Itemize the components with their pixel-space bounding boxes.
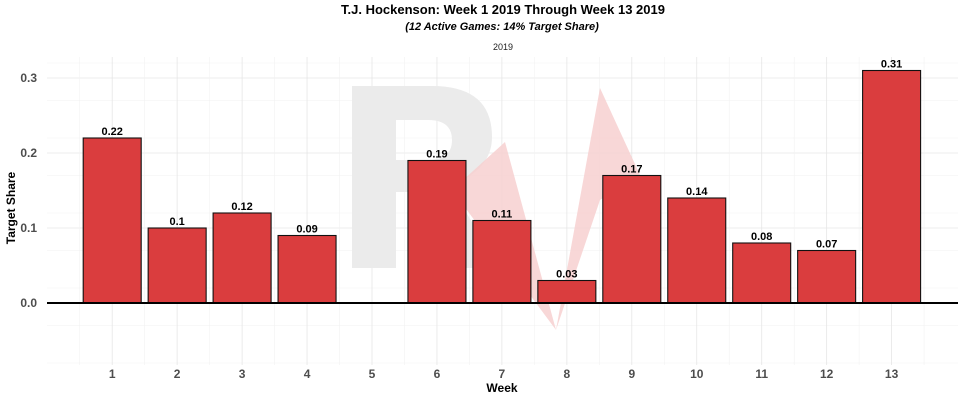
bar [602, 174, 662, 304]
y-axis-ticks: 0.0 0.1 0.2 0.3 [20, 71, 37, 310]
y-tick-label: 0.2 [20, 146, 37, 160]
x-tick-label: 2 [174, 367, 181, 381]
x-tick-label: 4 [304, 367, 311, 381]
x-tick-label: 11 [755, 367, 768, 381]
x-tick-label: 6 [434, 367, 441, 381]
bar [212, 212, 272, 304]
bar [277, 234, 337, 304]
x-tick-label: 10 [690, 367, 704, 381]
y-tick-label: 0.3 [20, 71, 37, 85]
x-axis-title: Week [486, 381, 517, 395]
bar [82, 137, 142, 304]
bar-value-label: 0.19 [426, 149, 447, 161]
bar-value-label: 0.31 [881, 59, 902, 71]
x-tick-label: 13 [885, 367, 899, 381]
x-tick-label: 7 [499, 367, 506, 381]
bar [862, 69, 922, 304]
x-tick-label: 9 [628, 367, 635, 381]
x-tick-label: 5 [369, 367, 376, 381]
bar [732, 242, 792, 304]
x-tick-label: 12 [820, 367, 834, 381]
bar-value-label: 0.03 [556, 269, 577, 281]
bar [147, 227, 207, 304]
bar-value-label: 0.08 [751, 231, 772, 243]
y-tick-label: 0.0 [20, 296, 37, 310]
bar [407, 159, 467, 304]
bar [797, 249, 857, 304]
bar-value-label: 0.1 [170, 216, 185, 228]
facet-label: 2019 [493, 42, 513, 52]
bar-value-label: 0.14 [686, 186, 708, 198]
x-axis-ticks: 1 2 3 4 5 6 7 8 9 10 11 12 13 [109, 367, 899, 381]
bar [667, 197, 727, 304]
x-tick-label: 1 [109, 367, 116, 381]
watermark-check-mark [452, 88, 640, 330]
bar-value-label: 0.12 [231, 201, 252, 213]
chart-title: T.J. Hockenson: Week 1 2019 Through Week… [341, 2, 665, 17]
x-tick-label: 8 [564, 367, 571, 381]
bar-value-label: 0.17 [621, 164, 642, 176]
data-labels: 0.22 0.1 0.12 0.09 0.19 0.11 0.03 0.17 0.14 0.08 0… [101, 59, 902, 281]
bar-value-label: 0.09 [296, 224, 317, 236]
bar [472, 219, 532, 304]
chart-subtitle: (12 Active Games: 14% Target Share) [405, 21, 599, 33]
bar-value-label: 0.22 [101, 126, 122, 138]
bar-value-label: 0.11 [491, 209, 512, 221]
y-axis-title: Target Share [4, 171, 18, 244]
bars [82, 69, 922, 304]
bar-value-label: 0.07 [816, 239, 837, 251]
bar [537, 279, 597, 304]
y-tick-label: 0.1 [20, 221, 37, 235]
x-tick-label: 3 [239, 367, 246, 381]
